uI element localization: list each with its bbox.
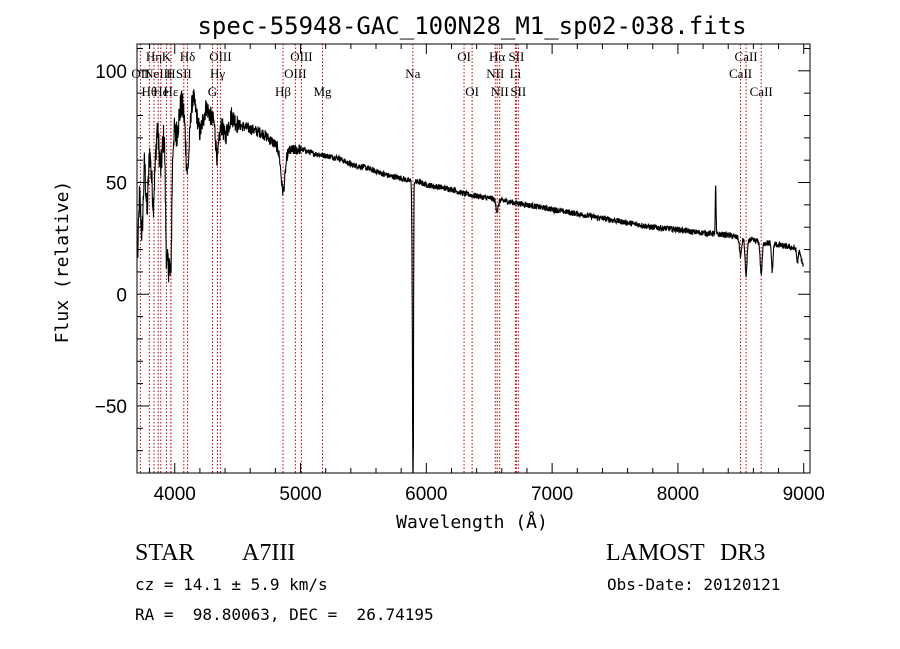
line-label: OI (465, 84, 479, 99)
line-label: G (208, 84, 217, 99)
y-tick-label: −50 (95, 397, 127, 418)
y-tick-label: 0 (116, 285, 127, 306)
x-tick-label: 5000 (279, 484, 321, 505)
x-axis-label: Wavelength (Å) (396, 511, 548, 533)
line-label: Hβ (275, 84, 291, 99)
line-label: OIII (209, 49, 231, 64)
line-label: Hε (164, 84, 179, 99)
line-label: Hγ (210, 66, 225, 81)
y-axis-label: Flux (relative) (52, 181, 73, 344)
chart-title: spec-55948-GAC_100N28_M1_sp02-038.fits (197, 12, 746, 40)
x-tick-label: 6000 (405, 484, 447, 505)
x-tick-label: 7000 (531, 484, 573, 505)
line-label: OIII (290, 49, 312, 64)
line-label: CaII (729, 66, 752, 81)
x-tick-label: 9000 (783, 484, 825, 505)
line-label: Li (510, 66, 522, 81)
line-label: CaII (750, 84, 773, 99)
line-label: NeIII (144, 66, 172, 81)
x-tick-label: 4000 (154, 484, 196, 505)
redshift-cz: cz = 14.1 ± 5.9 km/s (135, 575, 328, 594)
y-tick-label: 100 (95, 62, 127, 83)
line-label: OII (131, 66, 149, 81)
subclass: A7III (242, 540, 296, 566)
line-label: Na (405, 66, 420, 81)
plot-frame (136, 43, 811, 474)
line-label: Hδ (180, 49, 196, 64)
line-label: OI (457, 49, 471, 64)
line-label: NII (486, 66, 504, 81)
data-release: DR3 (720, 540, 766, 566)
spectral-line-labels: OII Hθ Hη NeIII He KH Hε SII Hδ G Hγ OIII Hβ OIII OIII… (131, 49, 772, 99)
coordinates: RA = 98.80063, DEC = 26.74195 (135, 605, 434, 624)
x-axis-ticks: 4000 5000 6000 7000 8000 9000 (149, 44, 825, 505)
line-label: Mg (314, 84, 333, 99)
survey-name: LAMOST (606, 540, 705, 566)
y-axis-ticks: −50 0 50 100 (95, 47, 810, 452)
line-label: K (162, 49, 172, 64)
line-label: SII (510, 84, 526, 99)
line-label: H (166, 66, 175, 81)
line-label: CaII (735, 49, 758, 64)
spectral-line-markers (139, 44, 762, 473)
line-label: He (153, 84, 168, 99)
obs-date: Obs-Date: 20120121 (607, 575, 781, 594)
line-label: SII (508, 49, 524, 64)
line-label: Hθ (142, 84, 158, 99)
y-tick-label: 50 (106, 174, 127, 195)
spectrum-trace (137, 89, 805, 474)
line-label: Hα (489, 49, 505, 64)
line-label: NII (491, 84, 509, 99)
line-label: Hη (146, 49, 162, 64)
line-label: SII (176, 66, 192, 81)
x-tick-label: 8000 (657, 484, 699, 505)
object-type: STAR (135, 540, 195, 566)
line-label: OIII (284, 66, 306, 81)
